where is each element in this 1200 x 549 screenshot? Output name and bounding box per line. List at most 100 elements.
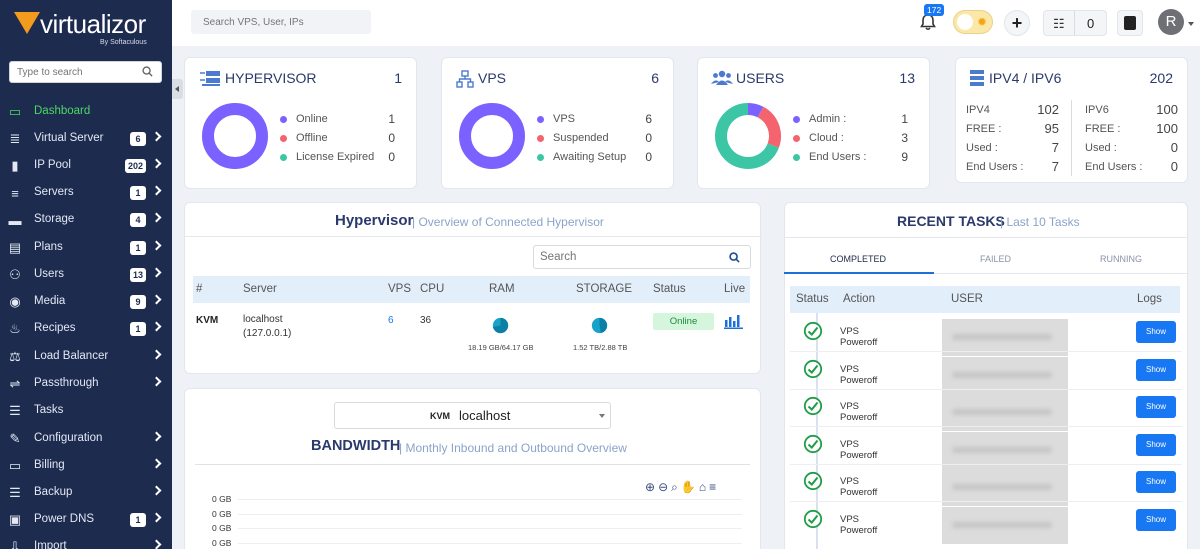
global-search-input[interactable] — [191, 10, 371, 34]
chart-toolbar: ⊕ ⊖ ⌕ ✋ ⌂ ≡ — [645, 480, 745, 494]
success-check-icon — [803, 321, 823, 341]
pan-hand-icon[interactable]: ✋ — [680, 480, 696, 494]
chevron-right-icon — [151, 431, 162, 442]
search-icon[interactable] — [729, 252, 740, 263]
task-action: VPS Poweroff — [840, 513, 878, 536]
show-log-button[interactable]: Show — [1136, 471, 1176, 493]
show-log-button[interactable]: Show — [1136, 396, 1176, 418]
column-header: USER — [951, 293, 983, 305]
sidebar-item-servers[interactable]: ≡ Servers 1 — [0, 180, 172, 206]
hv-vps-link[interactable]: 6 — [388, 315, 394, 326]
sidebar-item-passthrough[interactable]: ⇌ Passthrough — [0, 371, 172, 397]
disc-icon: ◉ — [9, 294, 21, 309]
tab-failed[interactable]: FAILED — [980, 254, 1012, 264]
column-header: Live — [724, 283, 746, 295]
import-icon: ⇩ — [9, 539, 21, 549]
menu-icon[interactable]: ≡ — [709, 480, 717, 494]
legend-dot — [537, 116, 544, 123]
hv-cpu: 36 — [420, 315, 432, 326]
sidebar-item-load-balancer[interactable]: ⚖ Load Balancer — [0, 344, 172, 370]
tab-running[interactable]: RUNNING — [1100, 254, 1142, 264]
show-log-button[interactable]: Show — [1136, 508, 1176, 531]
sidebar-item-label: Servers — [34, 186, 74, 198]
hypervisor-icon — [200, 71, 220, 86]
theme-toggle[interactable]: ✹ — [953, 10, 993, 34]
avatar[interactable]: R — [1158, 9, 1184, 35]
legend-dot — [280, 116, 287, 123]
sidebar-item-label: Billing — [34, 459, 65, 471]
notifications-button[interactable]: 172 — [918, 4, 945, 32]
sidebar: virtualizor By Softaculous ▭ Dashboard ≣ Vi… — [0, 0, 172, 549]
sidebar-item-count: 202 — [124, 159, 146, 173]
sidebar-item-billing[interactable]: ▭ Billing — [0, 453, 172, 479]
hypervisor-select[interactable]: KVM localhost — [334, 402, 611, 429]
bar-chart-icon[interactable] — [724, 314, 744, 329]
show-log-button[interactable]: Show — [1136, 321, 1176, 343]
sidebar-item-virtual-server[interactable]: ≣ Virtual Server 6 — [0, 126, 172, 152]
hypervisor-search-input[interactable] — [534, 246, 714, 268]
success-check-icon — [803, 434, 823, 454]
docs-button[interactable] — [1117, 10, 1143, 36]
chevron-right-icon — [151, 458, 162, 469]
users-donut-chart — [715, 103, 781, 169]
legend-dot — [537, 135, 544, 142]
ip-value: 0 — [1170, 159, 1178, 174]
chevron-right-icon — [151, 131, 162, 142]
sidebar-search-input[interactable] — [10, 62, 130, 82]
legend-label: Online — [296, 113, 328, 125]
sidebar-collapse-toggle[interactable] — [172, 79, 183, 99]
ip-label: End Users : — [966, 161, 1024, 173]
sidebar-item-recipes[interactable]: ♨ Recipes 1 — [0, 316, 172, 342]
sidebar-item-import[interactable]: ⇩ Import — [0, 534, 172, 549]
server-list-icon — [970, 70, 984, 86]
sidebar-item-plans[interactable]: ▤ Plans 1 — [0, 235, 172, 261]
chevron-right-icon — [151, 376, 162, 387]
sidebar-item-dashboard[interactable]: ▭ Dashboard — [0, 99, 172, 125]
zoom-out-icon[interactable]: ⊖ — [658, 480, 669, 494]
sidebar-item-tasks[interactable]: ☰ Tasks — [0, 398, 172, 424]
legend-value: 9 — [901, 150, 908, 164]
list-icon: ☰ — [9, 403, 21, 418]
ip-label: End Users : — [1085, 161, 1143, 173]
task-action: VPS Poweroff — [840, 401, 878, 423]
success-check-icon — [803, 509, 823, 529]
legend-dot — [280, 135, 287, 142]
zoom-in-icon[interactable]: ⊕ — [645, 480, 656, 494]
column-header: STORAGE — [576, 283, 633, 295]
sidebar-item-count: 4 — [130, 213, 146, 227]
redacted-user — [942, 431, 1068, 469]
tab-completed[interactable]: COMPLETED — [830, 254, 887, 264]
sidebar-item-backup[interactable]: ☰ Backup — [0, 480, 172, 506]
sidebar-item-media[interactable]: ◉ Media 9 — [0, 289, 172, 315]
legend-label: VPS — [553, 113, 576, 125]
hv-server[interactable]: localhost — [243, 314, 283, 325]
virtualizor-logo[interactable]: virtualizor By Softaculous — [10, 6, 160, 46]
sidebar-item-label: Virtual Server — [34, 132, 104, 144]
sidebar-item-configuration[interactable]: ✎ Configuration — [0, 426, 172, 452]
show-log-button[interactable]: Show — [1136, 433, 1176, 456]
sun-icon: ✹ — [977, 15, 988, 29]
sidebar-item-ip-pool[interactable]: ▮ IP Pool 202 — [0, 153, 172, 179]
legend-label: Suspended — [553, 132, 609, 144]
sidebar-item-count: 1 — [130, 241, 146, 255]
chevron-right-icon — [151, 512, 162, 523]
search-icon[interactable] — [142, 66, 153, 77]
ip-label: IPV6 — [1085, 104, 1109, 116]
home-icon[interactable]: ⌂ — [698, 480, 707, 494]
redacted-user — [942, 356, 1068, 394]
card-value: 1 — [394, 70, 402, 86]
sidebar-item-label: Plans — [34, 241, 63, 253]
y-tick-label: 0 GB — [212, 537, 232, 548]
sidebar-item-storage[interactable]: ▬ Storage 4 — [0, 207, 172, 233]
zoom-select-icon[interactable]: ⌕ — [671, 480, 678, 494]
ip-label: Used : — [966, 142, 998, 154]
chevron-right-icon — [151, 158, 162, 169]
sidebar-item-users[interactable]: ⚇ Users 13 — [0, 262, 172, 288]
avatar-caret-icon[interactable] — [1188, 22, 1194, 26]
sidebar-item-power-dns[interactable]: ▣ Power DNS 1 — [0, 507, 172, 533]
legend-dot — [793, 116, 800, 123]
show-log-button[interactable]: Show — [1136, 358, 1176, 381]
tasks-button[interactable]: ☷ 0 — [1043, 10, 1107, 36]
add-button[interactable]: + — [1004, 10, 1030, 36]
divider — [1074, 11, 1075, 35]
